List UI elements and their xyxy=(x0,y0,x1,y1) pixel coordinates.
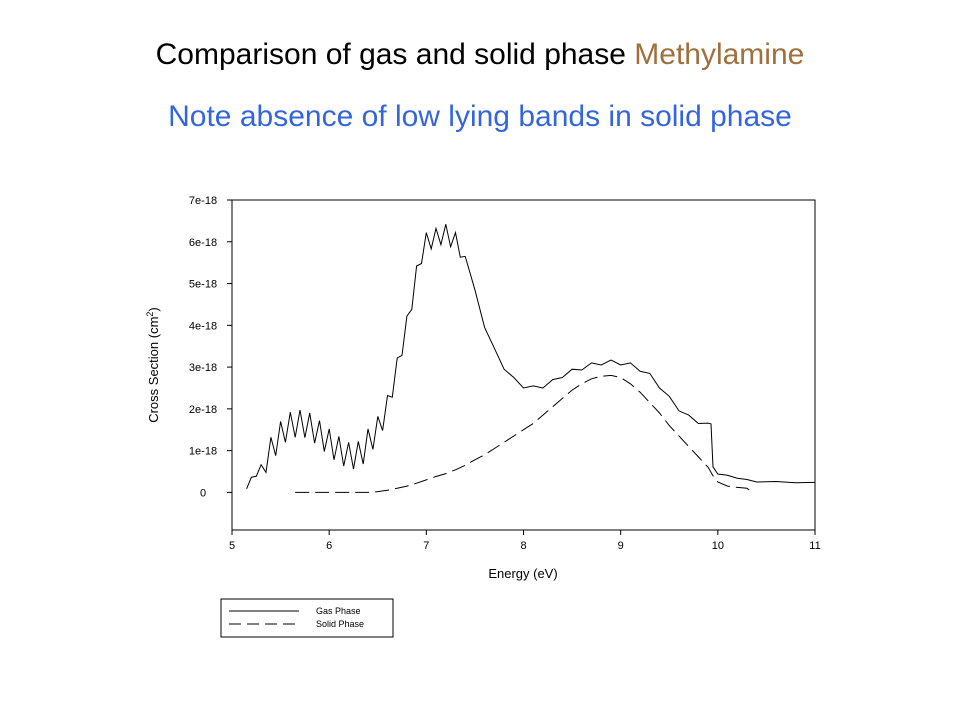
y-axis-label: Cross Section (cm2) xyxy=(145,307,161,423)
series-line-gas-phase xyxy=(246,224,816,489)
y-tick-label: 5e-18 xyxy=(189,279,217,291)
y-tick-label: 6e-18 xyxy=(189,237,217,249)
y-tick-label: 0 xyxy=(200,487,206,499)
x-tick-label: 6 xyxy=(326,540,332,552)
x-tick-label: 11 xyxy=(809,540,820,552)
plot-area-frame xyxy=(231,199,816,531)
slide-subtitle: Note absence of low lying bands in solid… xyxy=(168,100,792,133)
y-tick-label: 2e-18 xyxy=(189,404,217,416)
legend-solid-phase-label: Solid Phase xyxy=(316,619,364,629)
series-line-solid-phase xyxy=(295,374,753,493)
y-tick-label: 7e-18 xyxy=(189,195,217,207)
y-tick-label: 1e-18 xyxy=(189,446,217,458)
legend: Gas Phase Solid Phase xyxy=(220,598,394,638)
y-tick-label: 4e-18 xyxy=(189,320,217,332)
x-tick-label: 7 xyxy=(423,540,429,552)
x-axis-label: Energy (eV) xyxy=(488,566,557,581)
legend-gas-phase-label: Gas Phase xyxy=(316,606,361,616)
y-axis-label-sup: 2 xyxy=(145,312,155,317)
x-tick-label: 5 xyxy=(229,540,235,552)
x-tick-label: 10 xyxy=(712,540,724,552)
slide-title-main: Comparison of gas and solid phase xyxy=(155,38,635,71)
slide-title-accent: Methylamine xyxy=(634,38,805,71)
y-axis-label-base: Cross Section (cm xyxy=(146,317,161,423)
legend-box xyxy=(220,598,394,638)
y-tick-label: 3e-18 xyxy=(189,362,217,374)
x-tick-label: 9 xyxy=(618,540,624,552)
y-axis-label-end: ) xyxy=(146,307,161,311)
x-tick-label: 8 xyxy=(520,540,526,552)
slide-title: Comparison of gas and solid phase Methyl… xyxy=(0,38,960,72)
